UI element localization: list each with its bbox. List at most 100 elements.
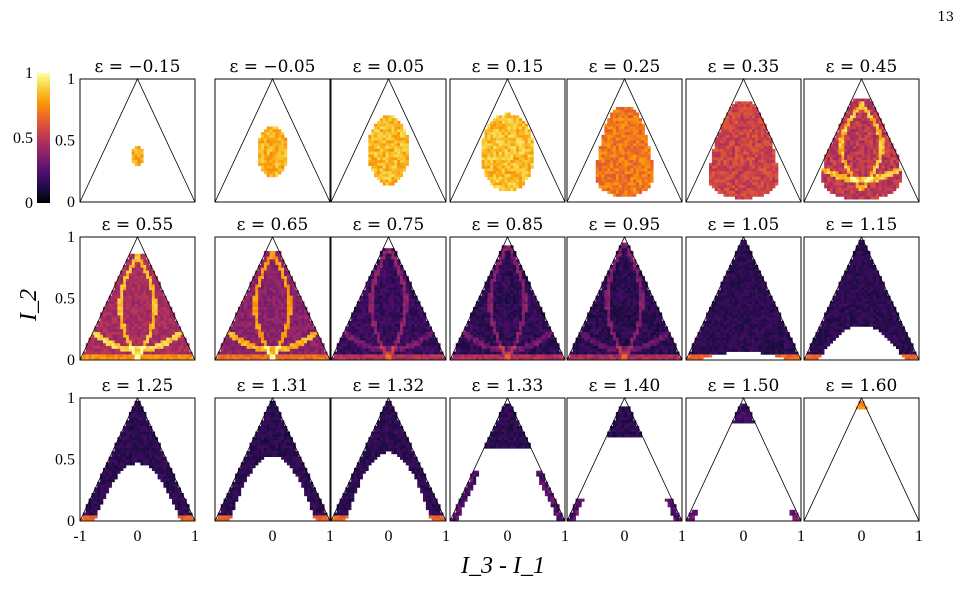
heatmap-cell <box>160 309 164 313</box>
heatmap-cell <box>261 351 265 355</box>
heatmap-cell <box>365 304 369 308</box>
panel-border <box>685 78 802 203</box>
heatmap-cell <box>278 287 282 291</box>
heatmap-cell <box>601 168 605 172</box>
heatmap-cell <box>417 315 421 319</box>
heatmap-cell <box>272 134 276 139</box>
heatmap-cell <box>108 295 112 299</box>
heatmap-cell <box>487 140 491 144</box>
heatmap-cell <box>835 157 839 161</box>
heatmap-cell <box>278 306 282 310</box>
heatmap-cell <box>411 326 415 330</box>
heatmap-cell <box>163 337 167 341</box>
heatmap-cell <box>740 137 744 141</box>
heatmap-cell <box>847 151 851 155</box>
heatmap-cell <box>394 118 398 122</box>
heatmap-cell <box>400 267 404 271</box>
heatmap-cell <box>875 157 880 161</box>
heatmap-cell <box>172 340 176 344</box>
heatmap-cell <box>272 250 276 255</box>
heatmap-cell <box>114 318 118 322</box>
heatmap-cell <box>766 165 770 169</box>
heatmap-cell <box>867 132 871 136</box>
heatmap-cell <box>123 351 127 355</box>
heatmap-cell <box>272 143 276 147</box>
heatmap-cell <box>238 312 242 316</box>
heatmap-cell <box>137 304 141 308</box>
heatmap-cell <box>510 162 514 166</box>
heatmap-cell <box>878 188 882 192</box>
heatmap-cell <box>258 151 262 155</box>
heatmap-cell <box>607 188 611 192</box>
heatmap-cell <box>621 146 625 150</box>
heatmap-cell <box>149 357 153 361</box>
heatmap-cell <box>881 146 885 150</box>
heatmap-cell <box>507 137 511 141</box>
heatmap-cell <box>394 151 398 155</box>
heatmap-cell <box>493 118 497 122</box>
heatmap-cell <box>146 287 150 291</box>
heatmap-cell <box>417 323 421 327</box>
heatmap-cell <box>261 306 265 310</box>
heatmap-cell <box>263 348 268 352</box>
heatmap-cell <box>82 351 87 355</box>
heatmap-cell <box>870 193 874 197</box>
heatmap-cell <box>400 312 404 316</box>
heatmap-cell <box>275 126 279 130</box>
heatmap-cell <box>397 318 401 322</box>
heatmap-cell <box>633 109 637 113</box>
heatmap-cell <box>641 154 645 158</box>
heatmap-cell <box>746 109 750 113</box>
heatmap-cell <box>140 270 144 274</box>
heatmap-cell <box>284 298 288 302</box>
heatmap-cell <box>163 320 167 324</box>
heatmap-cell <box>749 154 753 158</box>
heatmap-cell <box>852 182 857 186</box>
heatmap-cell <box>388 304 392 308</box>
heatmap-cell <box>377 284 381 288</box>
heatmap-cell <box>896 162 900 166</box>
heatmap-cell <box>875 179 880 183</box>
heatmap-cell <box>166 348 170 352</box>
heatmap-cell <box>824 176 828 180</box>
heatmap-cell <box>249 312 253 316</box>
heatmap-cell <box>752 120 756 125</box>
heatmap-cell <box>821 176 825 180</box>
heatmap-cell <box>365 306 369 310</box>
heatmap-cell <box>887 190 891 194</box>
heatmap-cell <box>487 129 491 133</box>
heatmap-cell <box>527 148 531 152</box>
heatmap-cell <box>493 134 497 139</box>
heatmap-cell <box>275 329 279 333</box>
heatmap-cell <box>238 354 242 358</box>
heatmap-cell <box>263 334 268 338</box>
heatmap-cell <box>726 143 730 147</box>
heatmap-cell <box>423 318 427 322</box>
heatmap-cell <box>638 148 643 152</box>
heatmap-cell <box>493 129 497 133</box>
heatmap-cell <box>636 129 640 133</box>
heatmap-cell <box>258 148 262 152</box>
heatmap-cell <box>720 148 724 152</box>
heatmap-cell <box>624 157 628 161</box>
heatmap-cell <box>278 315 282 319</box>
heatmap-cell <box>878 143 882 147</box>
heatmap-cell <box>266 168 270 172</box>
heatmap-cell <box>128 301 133 305</box>
heatmap-cell <box>855 196 859 200</box>
heatmap-cell <box>838 140 842 144</box>
heatmap-cell <box>266 174 270 178</box>
heatmap-cell <box>120 295 124 299</box>
heatmap-cell <box>757 176 762 180</box>
heatmap-cell <box>723 171 727 175</box>
heatmap-cell <box>149 323 153 327</box>
heatmap-cell <box>258 137 262 141</box>
panel-border <box>566 78 683 203</box>
heatmap-cell <box>377 287 381 291</box>
heatmap-cell <box>368 320 372 324</box>
heatmap-cell <box>394 253 398 257</box>
heatmap-cell <box>281 162 285 166</box>
heatmap-cell <box>884 188 888 192</box>
heatmap-cell <box>385 143 389 147</box>
heatmap-cell <box>621 109 625 113</box>
